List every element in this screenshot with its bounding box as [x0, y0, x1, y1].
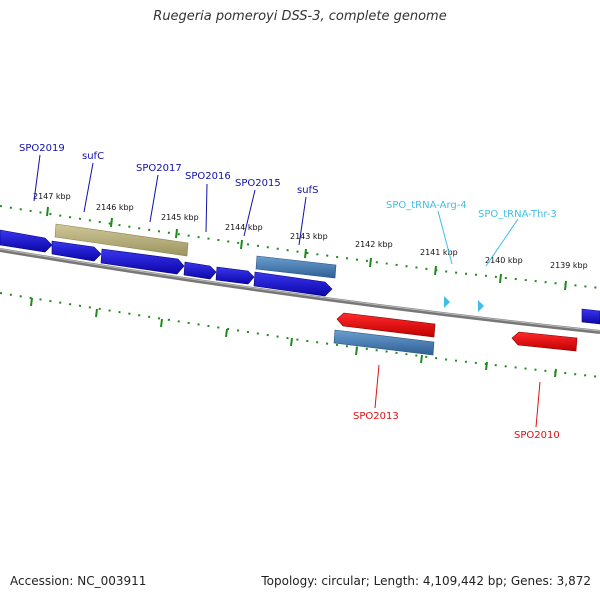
map-title: Ruegeria pomeroyi DSS-3, complete genome: [153, 9, 447, 24]
cds-sufs[interactable]: [253, 271, 333, 297]
scale-label-2144: 2144 kbp: [225, 223, 263, 232]
label-sufc[interactable]: sufC: [82, 151, 104, 162]
cds-spo2016[interactable]: [183, 261, 217, 280]
scale-label-2139: 2139 kbp: [550, 261, 588, 270]
cds-offscreen-right[interactable]: [581, 308, 600, 325]
label-spo2017[interactable]: SPO2017: [136, 163, 182, 174]
forward-cds-track: [0, 229, 600, 325]
scale-label-2147: 2147 kbp: [33, 192, 71, 201]
cds-spo2017[interactable]: [100, 248, 185, 275]
forward-label-leaders: [33, 154, 307, 246]
reverse-gene-labels: SPO2013 SPO2010: [353, 411, 560, 441]
highlight-track: [54, 223, 435, 356]
scale-label-2143: 2143 kbp: [290, 232, 328, 241]
scale-label-2141: 2141 kbp: [420, 248, 458, 257]
accession-text: Accession: NC_003911: [10, 574, 147, 588]
inner-scale-track: [0, 292, 600, 378]
label-trna-thr-3[interactable]: SPO_tRNA-Thr-3: [478, 209, 557, 220]
trna-labels: SPO_tRNA-Arg-4 SPO_tRNA-Thr-3: [386, 200, 557, 220]
label-spo2016[interactable]: SPO2016: [185, 171, 231, 182]
label-spo2015[interactable]: SPO2015: [235, 178, 281, 189]
scale-label-2145: 2145 kbp: [161, 213, 199, 222]
reverse-cds-track: [336, 312, 578, 352]
outer-scale-track: [0, 205, 600, 291]
label-trna-arg-4[interactable]: SPO_tRNA-Arg-4: [386, 200, 467, 211]
cds-spo2015[interactable]: [215, 266, 255, 285]
trna-track: [444, 296, 484, 312]
sufs-highlight[interactable]: [255, 255, 337, 279]
sufc-highlight[interactable]: [54, 223, 189, 257]
scale-labels: 2147 kbp 2146 kbp 2145 kbp 2144 kbp 2143…: [33, 192, 588, 270]
label-spo2013[interactable]: SPO2013: [353, 411, 399, 422]
label-sufs[interactable]: sufS: [297, 185, 318, 196]
forward-gene-labels: SPO2019 sufC SPO2017 SPO2016 SPO2015 suf…: [19, 143, 318, 196]
trna-thr-3[interactable]: [478, 300, 484, 312]
scale-label-2146: 2146 kbp: [96, 203, 134, 212]
genome-summary-text: Topology: circular; Length: 4,109,442 bp…: [261, 574, 591, 588]
label-spo2010[interactable]: SPO2010: [514, 430, 560, 441]
genome-backbone: [0, 248, 600, 334]
trna-label-leaders: [437, 210, 519, 267]
scale-label-2140: 2140 kbp: [485, 256, 523, 265]
scale-label-2142: 2142 kbp: [355, 240, 393, 249]
cds-spo2013[interactable]: [336, 312, 436, 338]
spo2013-highlight[interactable]: [333, 329, 435, 356]
reverse-label-leaders: [374, 364, 541, 428]
cds-spo2010[interactable]: [511, 331, 578, 352]
label-spo2019[interactable]: SPO2019: [19, 143, 65, 154]
cds-spo2019[interactable]: [0, 229, 53, 253]
cds-sufc[interactable]: [51, 240, 102, 262]
trna-arg-4[interactable]: [444, 296, 450, 308]
